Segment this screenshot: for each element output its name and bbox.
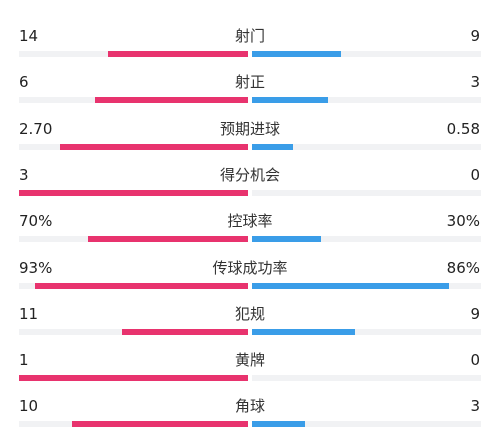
stat-label: 犯规 — [234, 304, 265, 323]
stat-row-fouls: 11 犯规 9 — [0, 305, 500, 351]
home-bar-track — [19, 421, 248, 428]
stat-label: 得分机会 — [219, 165, 280, 184]
home-bar-track — [19, 375, 248, 382]
stat-row-scoring-chances: 3 得分机会 0 — [0, 166, 500, 212]
home-value: 11 — [19, 304, 39, 323]
away-bar — [252, 421, 305, 428]
stat-label: 射正 — [234, 73, 265, 92]
home-bar — [94, 97, 248, 104]
away-bar — [252, 236, 321, 243]
away-value: 3 — [470, 397, 480, 416]
home-bar — [108, 51, 248, 57]
away-value: 86% — [446, 258, 480, 277]
stat-label: 预期进球 — [219, 119, 280, 138]
away-bar — [252, 143, 294, 150]
away-value: 0 — [470, 165, 480, 184]
stat-label: 传球成功率 — [212, 258, 288, 277]
away-value: 9 — [470, 27, 480, 45]
away-bar-track — [252, 375, 481, 382]
home-bar — [122, 328, 248, 335]
stat-row-shots: 14 射门 9 — [0, 27, 500, 73]
away-bar-track — [252, 143, 481, 150]
home-value: 14 — [19, 27, 39, 45]
away-bar-track — [252, 97, 481, 104]
home-value: 10 — [19, 397, 39, 416]
stat-label: 黄牌 — [234, 351, 265, 370]
away-value: 0.58 — [446, 119, 480, 138]
away-value: 0 — [470, 351, 480, 370]
home-value: 2.70 — [19, 119, 53, 138]
home-bar — [19, 375, 248, 382]
away-bar-track — [252, 328, 481, 335]
stat-label: 射门 — [234, 27, 265, 45]
home-bar — [87, 236, 248, 243]
away-value: 3 — [470, 73, 480, 92]
home-bar-track — [19, 143, 248, 150]
home-bar — [60, 143, 248, 150]
home-bar-track — [19, 97, 248, 104]
home-value: 1 — [19, 351, 29, 370]
home-bar-track — [19, 328, 248, 335]
away-value: 30% — [446, 212, 480, 231]
away-bar — [252, 328, 356, 335]
home-value: 3 — [19, 165, 29, 184]
away-bar-track — [252, 282, 481, 289]
home-value: 70% — [19, 212, 53, 231]
home-bar — [71, 421, 248, 428]
away-bar-track — [252, 421, 481, 428]
away-bar — [252, 282, 449, 289]
stat-row-corners: 10 角球 3 — [0, 397, 500, 443]
away-bar-track — [252, 51, 481, 57]
away-bar — [252, 51, 342, 57]
stat-row-possession: 70% 控球率 30% — [0, 212, 500, 258]
stat-row-shots-on-target: 6 射正 3 — [0, 73, 500, 119]
home-value: 6 — [19, 73, 29, 92]
away-bar-track — [252, 236, 481, 243]
home-bar — [19, 189, 248, 196]
home-bar-track — [19, 236, 248, 243]
stat-label: 控球率 — [227, 212, 273, 231]
stat-row-pass-accuracy: 93% 传球成功率 86% — [0, 259, 500, 305]
stat-row-yellow-cards: 1 黄牌 0 — [0, 351, 500, 397]
home-bar-track — [19, 189, 248, 196]
away-bar — [252, 97, 328, 104]
stat-label: 角球 — [234, 397, 265, 416]
home-value: 93% — [19, 258, 53, 277]
away-bar-track — [252, 189, 481, 196]
stat-row-expected-goals: 2.70 预期进球 0.58 — [0, 120, 500, 166]
home-bar-track — [19, 282, 248, 289]
home-bar — [35, 282, 248, 289]
away-value: 9 — [470, 304, 480, 323]
home-bar-track — [19, 51, 248, 57]
